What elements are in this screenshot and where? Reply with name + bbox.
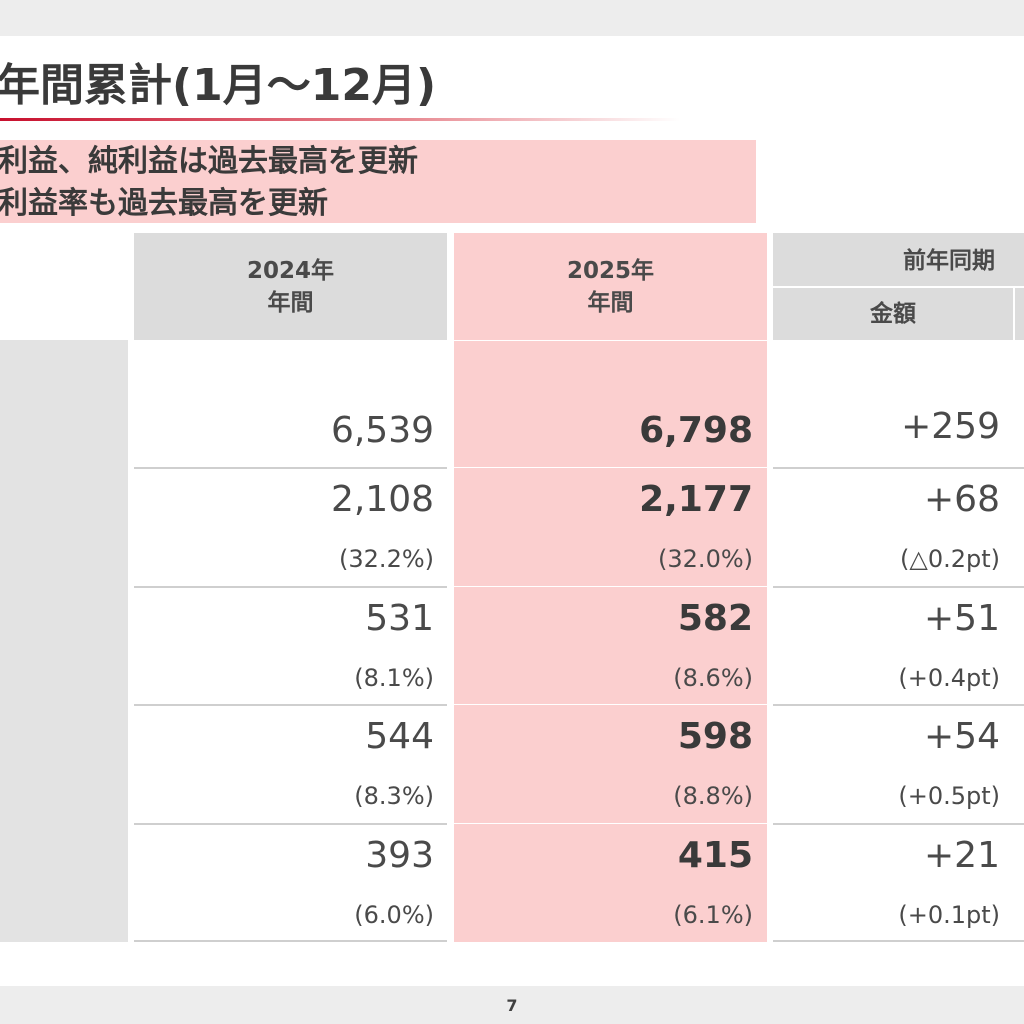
cell-yoy-row5-pct: (+0.1pt) — [898, 901, 1000, 929]
cell-2024-row4-pct: (8.3%) — [354, 782, 434, 810]
header-2025-divider — [454, 340, 767, 341]
cell-yoy-row4-pct: (+0.5pt) — [898, 782, 1000, 810]
row-label-column — [0, 340, 128, 942]
row-divider — [454, 704, 767, 705]
cell-yoy-row4: +54 — [924, 716, 1000, 757]
cell-2025-row3: 582 — [677, 598, 753, 639]
cell-2025-row5: 415 — [677, 835, 753, 876]
cell-yoy-row2: +68 — [924, 479, 1000, 520]
header-yoy: 前年同期 — [773, 233, 1024, 286]
row-divider — [454, 823, 767, 824]
row-divider — [773, 467, 1024, 469]
cell-2025-row4: 598 — [677, 716, 753, 757]
cell-yoy-row5: +21 — [924, 835, 1000, 876]
header-yoy-title: 前年同期 — [903, 248, 995, 274]
row-divider — [773, 940, 1024, 942]
cell-2025-row1: 6,798 — [639, 410, 753, 451]
cell-2025-row5-pct: (6.1%) — [673, 901, 753, 929]
row-divider — [773, 704, 1024, 706]
header-yoy-next — [1015, 288, 1024, 340]
highlight-line-2: 利益率も過去最高を更新 — [0, 186, 328, 221]
cell-2025-row2-pct: (32.0%) — [658, 545, 753, 573]
cell-2025-row4-pct: (8.8%) — [673, 782, 753, 810]
cell-yoy-row1: +259 — [901, 406, 1000, 447]
cell-2024-row2: 2,108 — [330, 479, 434, 520]
title-underline — [0, 118, 680, 121]
row-divider — [134, 823, 447, 825]
cell-2024-row4: 544 — [365, 716, 434, 757]
header-yoy-amount-label: 金額 — [870, 301, 916, 327]
cell-yoy-row2-pct: (△0.2pt) — [900, 545, 1000, 573]
row-divider — [454, 586, 767, 587]
header-2025-period: 年間 — [587, 290, 634, 316]
page-number: 7 — [506, 996, 518, 1015]
header-2025-year: 2025年 — [566, 258, 654, 284]
header-2024-year: 2024年 — [246, 258, 334, 284]
highlight-line-1: 利益、純利益は過去最高を更新 — [0, 144, 418, 179]
cell-2024-row3-pct: (8.1%) — [354, 664, 434, 692]
row-divider — [134, 586, 447, 588]
cell-2024-row3: 531 — [365, 598, 434, 639]
cell-2024-row5: 393 — [365, 835, 434, 876]
cell-2025-row3-pct: (8.6%) — [673, 664, 753, 692]
header-2025: 2025年 年間 — [454, 233, 767, 340]
page-title: 年間累計(1月〜12月) — [0, 60, 437, 111]
row-divider — [134, 467, 447, 469]
cell-2024-row1: 6,539 — [330, 410, 434, 451]
cell-2024-row5-pct: (6.0%) — [354, 901, 434, 929]
header-2024-period: 年間 — [267, 290, 314, 316]
cell-yoy-row3: +51 — [924, 598, 1000, 639]
cell-2024-row2-pct: (32.2%) — [339, 545, 434, 573]
header-2024: 2024年 年間 — [134, 233, 447, 340]
cell-yoy-row3-pct: (+0.4pt) — [898, 664, 1000, 692]
row-divider — [773, 586, 1024, 588]
row-divider — [454, 467, 767, 468]
cell-2025-row2: 2,177 — [639, 479, 753, 520]
header-yoy-amount: 金額 — [773, 288, 1013, 340]
row-divider — [134, 940, 447, 942]
row-divider — [773, 823, 1024, 825]
highlight-box: 利益、純利益は過去最高を更新 利益率も過去最高を更新 — [0, 140, 756, 223]
row-divider — [134, 704, 447, 706]
